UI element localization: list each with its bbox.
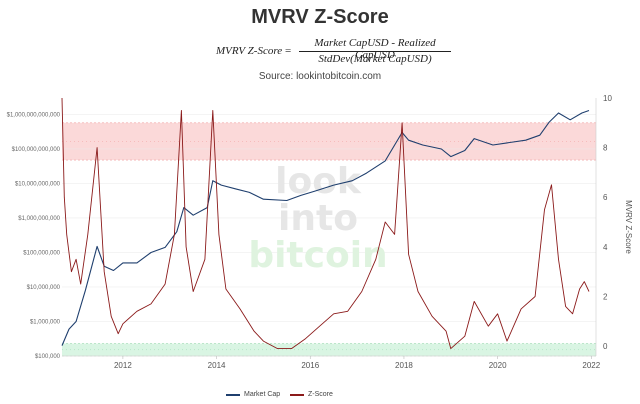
- x-tick-label: 2016: [301, 361, 319, 370]
- y-left-tick-label: $100,000,000,000: [12, 147, 61, 153]
- formula-lhs: MVRV Z-Score: [216, 45, 283, 57]
- watermark-into: into: [278, 198, 358, 239]
- market-cap-line: [61, 109, 590, 346]
- y-left-tick-label: $1,000,000,000,000: [7, 112, 61, 118]
- legend: Market Cap Z-Score: [0, 391, 640, 403]
- y-right-tick-label: 0: [603, 342, 608, 351]
- formula: MVRV Z-Score = Market CapUSD - Realized …: [0, 36, 640, 66]
- y-left-tick-label: $100,000,000: [23, 250, 60, 256]
- y-right-tick-label: 8: [603, 144, 608, 153]
- y-right-tick-label: 4: [603, 243, 608, 252]
- y-left-tick-label: $10,000,000,000: [15, 181, 61, 187]
- x-tick-label: 2018: [395, 361, 413, 370]
- legend-swatch-market-cap: [226, 393, 240, 396]
- zone-bands: [62, 122, 596, 357]
- legend-swatch-zscore: [290, 393, 304, 396]
- x-tick-label: 2020: [489, 361, 507, 370]
- y-right-tick-label: 10: [603, 94, 612, 103]
- series-lines: [61, 97, 590, 350]
- y-left-tick-label: $100,000: [35, 354, 61, 360]
- watermark: look into bitcoin: [248, 161, 387, 276]
- y-axis-right-label: MVRV Z-Score: [624, 200, 633, 254]
- x-axis: 2012 2014 2016 2018 2020 2022: [62, 355, 601, 370]
- y-axis-right: 0 2 4 6 8 10: [595, 94, 612, 356]
- formula-denominator: StdDev(Market CapUSD): [318, 53, 432, 65]
- legend-item-zscore[interactable]: Z-Score: [290, 391, 333, 398]
- y-right-tick-label: 2: [603, 292, 608, 301]
- formula-equals: =: [285, 45, 292, 57]
- legend-label-zscore: Z-Score: [308, 391, 333, 398]
- source-label: Source: lookintobitcoin.com: [258, 71, 382, 82]
- x-tick-label: 2022: [582, 361, 600, 370]
- formula-numerator: Market CapUSD - Realized CapUSD: [314, 37, 436, 61]
- y-left-tick-label: $1,000,000: [30, 319, 61, 325]
- zscore-line: [61, 97, 590, 350]
- x-tick-label: 2012: [114, 361, 132, 370]
- legend-item-market-cap[interactable]: Market Cap: [226, 391, 280, 398]
- legend-label-market-cap: Market Cap: [244, 391, 281, 398]
- chart-title: MVRV Z-Score: [251, 6, 389, 28]
- green-zone-band: [62, 343, 596, 356]
- formula-fraction-bar: [299, 51, 451, 52]
- watermark-bitcoin: bitcoin: [248, 235, 387, 276]
- y-left-tick-label: $10,000,000: [27, 285, 61, 291]
- y-right-tick-label: 6: [603, 193, 608, 202]
- y-axis-left: $100,000 $1,000,000 $10,000,000 $100,000,00…: [7, 112, 61, 360]
- x-tick-label: 2014: [208, 361, 226, 370]
- y-left-tick-label: $1,000,000,000: [18, 216, 60, 222]
